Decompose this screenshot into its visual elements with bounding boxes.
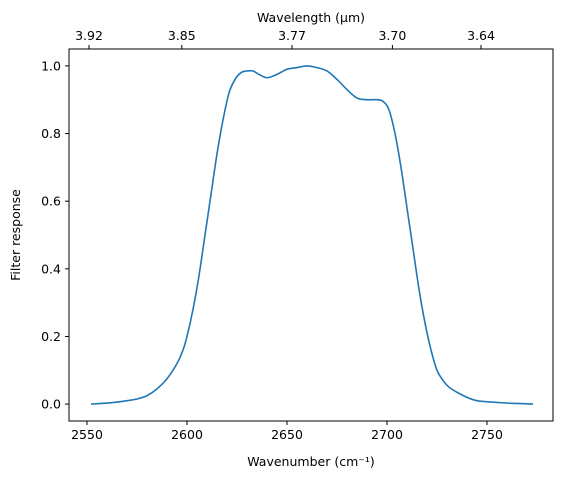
y-tick-label: 0.2 (41, 329, 61, 344)
x-axis-label: Wavenumber (cm⁻¹) (247, 454, 374, 469)
series-line-0 (90, 65, 534, 405)
axes: 2550 2600 2650 2700 2750 0.0 0.2 0.4 0.6 0.8 1.0 3.… (41, 28, 554, 442)
axes-frame (68, 48, 554, 422)
y-axis-label: Filter response (8, 189, 23, 281)
y-tick-label: 0.6 (41, 194, 61, 209)
top-tick-label: 3.70 (378, 28, 406, 43)
x-tick-label: 2700 (371, 427, 403, 442)
y-tick-label: 0.0 (41, 397, 61, 412)
x-tick-label: 2650 (271, 427, 303, 442)
top-tick-label: 3.92 (75, 28, 103, 43)
top-tick-label: 3.85 (168, 28, 196, 43)
x-tick-label: 2550 (71, 427, 103, 442)
y-tick-label: 0.8 (41, 126, 61, 141)
top-tick-label: 3.77 (278, 28, 306, 43)
y-tick-label: 0.4 (41, 261, 61, 276)
top-x-axis-label: Wavelength (μm) (257, 10, 365, 25)
y-tick-label: 1.0 (41, 58, 61, 73)
plot-area (90, 65, 534, 405)
x-tick-label: 2750 (471, 427, 503, 442)
top-tick-label: 3.64 (467, 28, 495, 43)
x-tick-label: 2600 (171, 427, 203, 442)
